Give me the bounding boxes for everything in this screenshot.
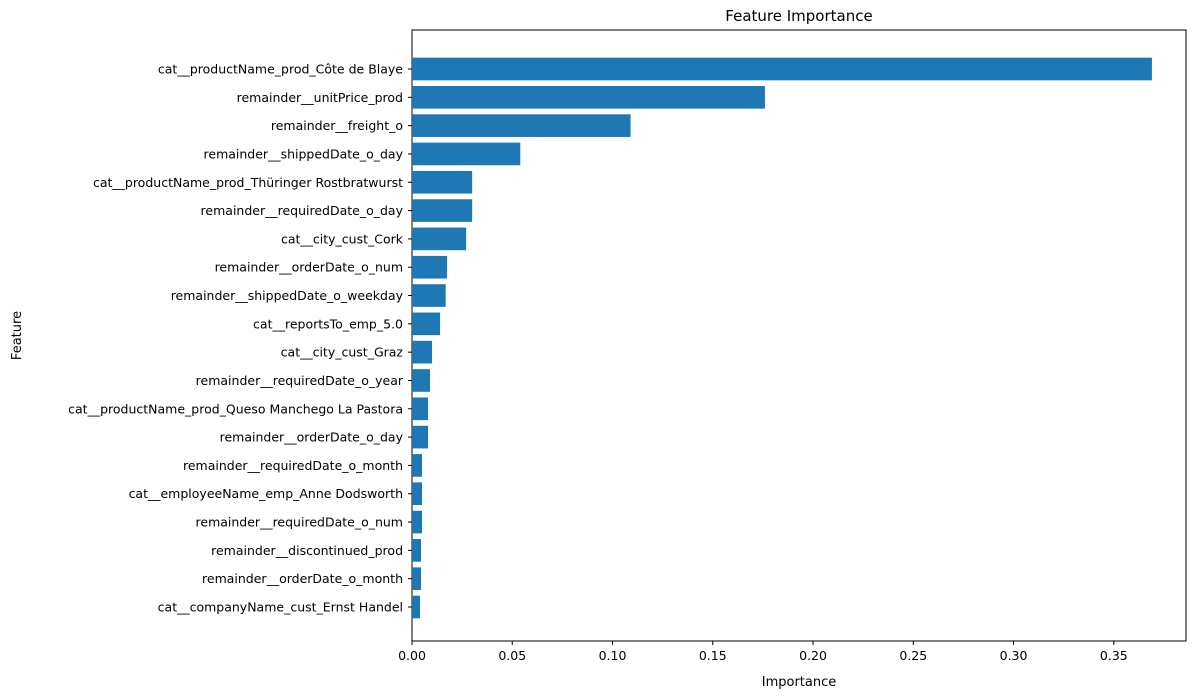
y-tick-label: cat__employeeName_emp_Anne Dodsworth xyxy=(129,486,403,501)
y-tick-label: remainder__orderDate_o_num xyxy=(215,260,403,275)
y-tick-label: remainder__shippedDate_o_weekday xyxy=(171,288,404,303)
y-tick-label: remainder__shippedDate_o_day xyxy=(204,146,404,161)
bar xyxy=(412,85,765,109)
y-tick-label: cat__companyName_cust_Ernst Handel xyxy=(158,600,403,615)
y-tick-label: remainder__requiredDate_o_num xyxy=(196,515,403,530)
bars xyxy=(412,57,1152,619)
x-axis-title: Importance xyxy=(762,675,837,690)
y-axis-title: Feature xyxy=(10,311,25,360)
y-tick-label: remainder__requiredDate_o_year xyxy=(196,373,404,388)
bar xyxy=(412,312,441,336)
bar xyxy=(412,227,467,251)
bar xyxy=(412,340,433,364)
y-tick-label: cat__reportsTo_emp_5.0 xyxy=(253,316,403,331)
y-tick-label: cat__productName_prod_Queso Manchego La … xyxy=(68,401,403,416)
x-tick-label: 0.30 xyxy=(1000,648,1028,663)
x-axis-ticks: 0.00 0.05 0.10 0.15 0.20 0.25 0.30 0.35 xyxy=(398,641,1128,663)
y-tick-label: cat__productName_prod_Côte de Blaye xyxy=(158,62,403,77)
bar xyxy=(412,170,473,194)
y-axis-ticks: cat__productName_prod_Côte de Blaye remai… xyxy=(68,62,412,615)
bar xyxy=(412,199,473,222)
bar xyxy=(412,482,423,506)
x-tick-label: 0.10 xyxy=(599,648,627,663)
y-tick-label: remainder__requiredDate_o_month xyxy=(183,458,403,473)
plot-area xyxy=(411,29,1187,642)
y-tick-label: remainder__orderDate_o_day xyxy=(220,430,404,445)
bar xyxy=(412,284,446,307)
bar xyxy=(412,425,429,449)
bar xyxy=(412,397,429,421)
x-tick-label: 0.25 xyxy=(899,648,927,663)
y-tick-label: remainder__unitPrice_prod xyxy=(237,90,403,105)
bar xyxy=(412,114,631,137)
x-tick-label: 0.15 xyxy=(699,648,727,663)
y-tick-label: remainder__freight_o xyxy=(271,118,403,133)
chart-title: Feature Importance xyxy=(725,7,872,25)
x-tick-label: 0.20 xyxy=(799,648,827,663)
bar xyxy=(412,539,422,562)
plot-frame xyxy=(411,29,1187,642)
bar xyxy=(412,57,1152,81)
bar xyxy=(412,595,421,619)
bar xyxy=(412,255,448,279)
y-tick-label: remainder__orderDate_o_month xyxy=(202,571,403,586)
y-tick-label: remainder__requiredDate_o_day xyxy=(201,203,404,218)
x-tick-label: 0.35 xyxy=(1100,648,1128,663)
x-tick-label: 0.00 xyxy=(398,648,426,663)
y-tick-label: remainder__discontinued_prod xyxy=(211,543,403,558)
x-tick-label: 0.05 xyxy=(498,648,526,663)
bar xyxy=(412,510,423,534)
bar xyxy=(412,369,431,392)
y-tick-label: cat__productName_prod_Thüringer Rostbrat… xyxy=(93,175,403,190)
bar xyxy=(412,454,423,477)
bar xyxy=(412,567,422,591)
bar xyxy=(412,142,521,166)
y-tick-label: cat__city_cust_Cork xyxy=(281,231,404,246)
y-tick-label: cat__city_cust_Graz xyxy=(281,345,404,360)
